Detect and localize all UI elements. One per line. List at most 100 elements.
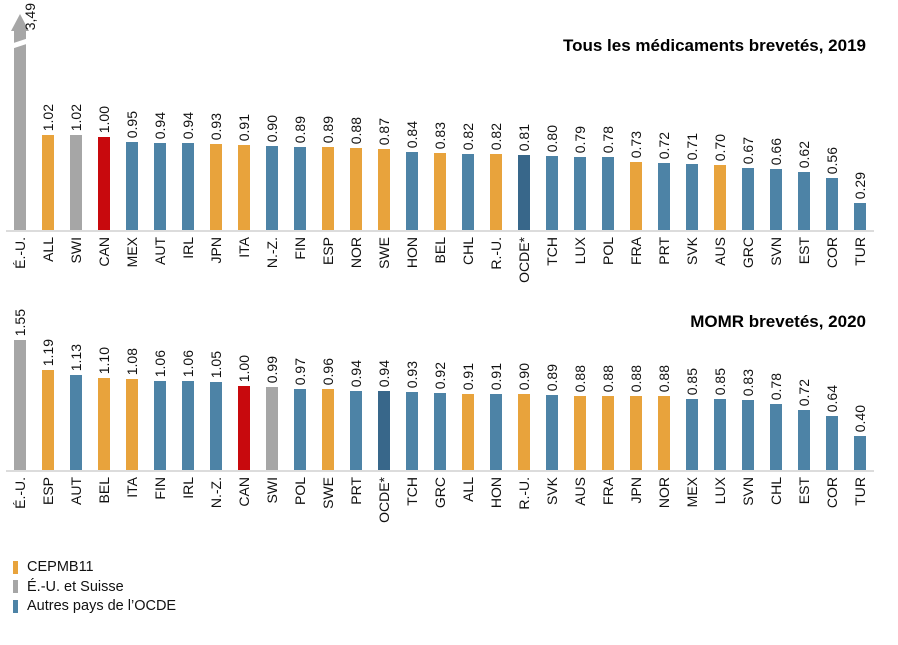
value-label: 0.94 <box>152 111 168 139</box>
bar <box>238 386 250 470</box>
bar <box>630 162 642 230</box>
value-label: 0.96 <box>320 357 336 385</box>
bar <box>42 135 54 230</box>
category-label: TUR <box>852 477 868 506</box>
value-label: 0.81 <box>516 123 532 151</box>
bar-column-SWI: 1.02 <box>62 0 90 230</box>
bar <box>826 416 838 470</box>
value-label: 0.72 <box>796 378 812 406</box>
bar-column-AUS: 0.88 <box>566 292 594 470</box>
bar <box>686 164 698 230</box>
category-cell: COR <box>818 472 846 544</box>
category-label: SVN <box>768 237 784 266</box>
bar <box>210 382 222 470</box>
value-label: 0.73 <box>628 130 644 158</box>
category-label: ALL <box>40 237 56 262</box>
category-label: FRA <box>600 477 616 505</box>
category-label: AUS <box>572 477 588 506</box>
value-label: 0.97 <box>292 357 308 385</box>
bar-column-MEX: 0.85 <box>678 292 706 470</box>
bar <box>518 394 530 470</box>
value-label: 0.94 <box>180 111 196 139</box>
category-cell: SWE <box>370 232 398 292</box>
value-label: 0.40 <box>852 404 868 432</box>
category-label: HON <box>404 237 420 269</box>
value-label: 0.82 <box>460 122 476 150</box>
value-label: 0.88 <box>572 364 588 392</box>
bar <box>798 172 810 230</box>
bar <box>826 178 838 230</box>
chart-bottom-category-axis: É.-U. ESP AUT BEL ITA FIN IRL N.-Z. CAN SWI POL SWE… <box>6 472 874 544</box>
category-cell: É.-U. <box>6 232 34 292</box>
bar-column-FRA: 0.88 <box>594 292 622 470</box>
category-cell: SWE <box>314 472 342 544</box>
bar <box>490 394 502 470</box>
bar <box>266 146 278 230</box>
category-cell: TCH <box>538 232 566 292</box>
bar-column-SVN: 0.66 <box>762 0 790 230</box>
bar <box>434 393 446 470</box>
bar-column-ALL: 1.02 <box>34 0 62 230</box>
category-cell: N.-Z. <box>202 472 230 544</box>
category-cell: CHL <box>762 472 790 544</box>
bar <box>126 379 138 470</box>
category-label: BEL <box>96 477 112 504</box>
legend-item-us-swiss: É.-U. et Suisse <box>13 579 898 595</box>
category-label: HON <box>488 477 504 509</box>
bar-column-ITA: 1.08 <box>118 292 146 470</box>
bar <box>182 143 194 230</box>
bar-column-AUT: 0.94 <box>146 0 174 230</box>
value-label: 0.93 <box>208 112 224 140</box>
bar <box>70 135 82 230</box>
legend-swatch-us-swiss-icon <box>13 580 18 594</box>
category-cell: LUX <box>566 232 594 292</box>
category-cell: EST <box>790 232 818 292</box>
bar <box>154 143 166 230</box>
category-cell: BEL <box>426 232 454 292</box>
category-label: SVK <box>684 237 700 266</box>
category-label: SWI <box>264 477 280 504</box>
value-label: 0.91 <box>460 362 476 390</box>
bar <box>350 391 362 470</box>
category-cell: R.-U. <box>510 472 538 544</box>
bar <box>574 157 586 230</box>
value-label: 0.85 <box>712 367 728 395</box>
category-cell: EST <box>790 472 818 544</box>
bar-column-HON: 0.84 <box>398 0 426 230</box>
category-label: R.-U. <box>488 237 504 270</box>
value-label: 0.82 <box>488 122 504 150</box>
bar-column-R.-U.: 0.90 <box>510 292 538 470</box>
category-label: LUX <box>712 477 728 505</box>
bar <box>294 389 306 470</box>
bar-column-R.-U.: 0.82 <box>482 0 510 230</box>
bar-column-GRC: 0.67 <box>734 0 762 230</box>
category-cell: CAN <box>90 232 118 292</box>
bar-column-É.-U.: 1.55 <box>6 292 34 470</box>
category-label: CHL <box>768 477 784 506</box>
bar <box>322 389 334 470</box>
bar <box>630 396 642 470</box>
value-label: 0.78 <box>768 372 784 400</box>
value-label: 0.83 <box>740 368 756 396</box>
bar-column-POL: 0.97 <box>286 292 314 470</box>
value-label: 0.71 <box>684 132 700 160</box>
category-label: N.-Z. <box>208 477 224 509</box>
category-label: OCDE* <box>516 237 532 283</box>
bar-column-TUR: 0.29 <box>846 0 874 230</box>
value-label: 0.64 <box>824 384 840 412</box>
category-label: ITA <box>124 477 140 498</box>
bar-column-ESP: 1.19 <box>34 292 62 470</box>
category-label: COR <box>824 237 840 269</box>
category-cell: BEL <box>90 472 118 544</box>
bar <box>182 381 194 470</box>
category-label: JPN <box>628 477 644 504</box>
value-label: 0.85 <box>684 367 700 395</box>
bar-column-FRA: 0.73 <box>622 0 650 230</box>
category-label: IRL <box>180 237 196 259</box>
bar <box>378 149 390 230</box>
bar <box>378 391 390 470</box>
category-label: ESP <box>40 477 56 506</box>
category-cell: IRL <box>174 232 202 292</box>
category-label: CHL <box>460 237 476 266</box>
bar-column-SVK: 0.71 <box>678 0 706 230</box>
